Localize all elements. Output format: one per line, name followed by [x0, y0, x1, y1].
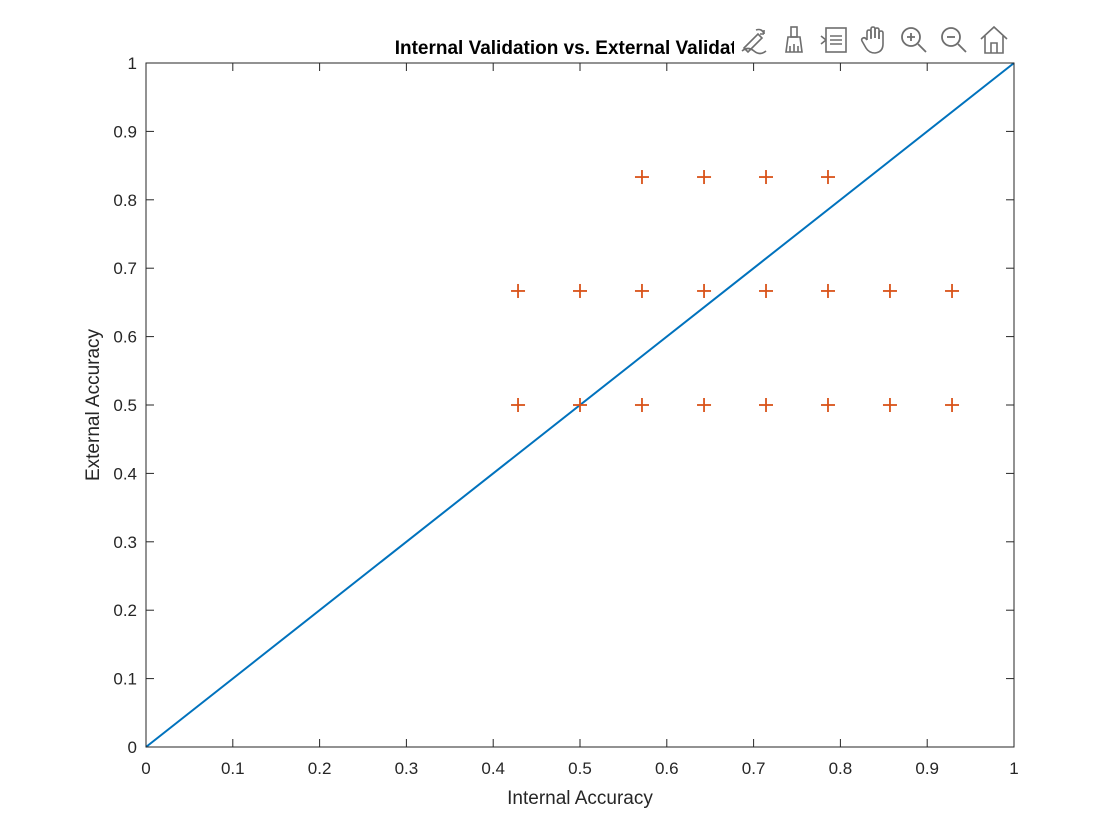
x-tick-label: 1	[1009, 759, 1018, 778]
brush-button[interactable]	[774, 20, 814, 60]
y-tick-label: 0.2	[113, 601, 137, 620]
x-tick-label: 0.4	[481, 759, 505, 778]
data-point	[759, 398, 774, 412]
x-tick-label: 0.7	[742, 759, 766, 778]
axes-toolbar	[734, 20, 1014, 60]
data-point	[945, 398, 960, 412]
data-point	[634, 398, 649, 412]
data-point	[759, 283, 774, 298]
edit-plot-button[interactable]	[734, 20, 774, 60]
data-point	[511, 398, 526, 412]
data-tips-icon	[820, 27, 847, 53]
chart-title: Internal Validation vs. External Validat…	[395, 38, 766, 59]
pan-icon	[860, 26, 884, 54]
y-tick-label: 0	[128, 738, 137, 757]
data-point	[573, 398, 587, 412]
y-tick-label: 0.9	[113, 122, 137, 141]
data-point	[820, 398, 835, 412]
x-axis-label: Internal Accuracy	[507, 788, 653, 809]
data-point	[697, 283, 712, 298]
y-tick-label: 0.7	[113, 259, 137, 278]
x-tick-label: 0.6	[655, 759, 679, 778]
data-point	[573, 283, 587, 298]
data-point	[697, 398, 712, 412]
home-button[interactable]	[974, 20, 1014, 60]
zoom-in-icon	[901, 27, 927, 53]
data-point	[945, 283, 960, 298]
y-tick-label: 0.1	[113, 670, 137, 689]
pan-button[interactable]	[854, 20, 894, 60]
x-tick-label: 0.1	[221, 759, 245, 778]
edit-plot-icon	[741, 28, 767, 55]
y-tick-label: 0.5	[113, 396, 137, 415]
x-tick-label: 0.9	[915, 759, 939, 778]
zoom-out-icon	[941, 27, 967, 53]
y-tick-label: 0.8	[113, 191, 137, 210]
data-tips-button[interactable]	[814, 20, 854, 60]
zoom-in-button[interactable]	[894, 20, 934, 60]
data-point	[759, 170, 774, 185]
y-tick-label: 0.4	[113, 464, 137, 483]
y-tick-label: 0.6	[113, 328, 137, 347]
zoom-out-button[interactable]	[934, 20, 974, 60]
data-point	[882, 283, 897, 298]
y-tick-label: 0.3	[113, 533, 137, 552]
data-point	[882, 398, 897, 412]
data-point	[820, 170, 835, 185]
home-icon	[980, 25, 1008, 54]
x-tick-label: 0.3	[395, 759, 419, 778]
data-point	[820, 283, 835, 298]
x-tick-label: 0	[141, 759, 150, 778]
x-tick-label: 0.2	[308, 759, 332, 778]
y-axis-label: External Accuracy	[83, 328, 104, 481]
data-point	[697, 170, 712, 185]
data-point	[511, 283, 526, 298]
brush-icon	[785, 26, 803, 53]
x-tick-label: 0.8	[829, 759, 853, 778]
data-point	[634, 283, 649, 298]
x-tick-label: 0.5	[568, 759, 592, 778]
data-point	[634, 170, 649, 185]
y-tick-label: 1	[128, 54, 137, 73]
